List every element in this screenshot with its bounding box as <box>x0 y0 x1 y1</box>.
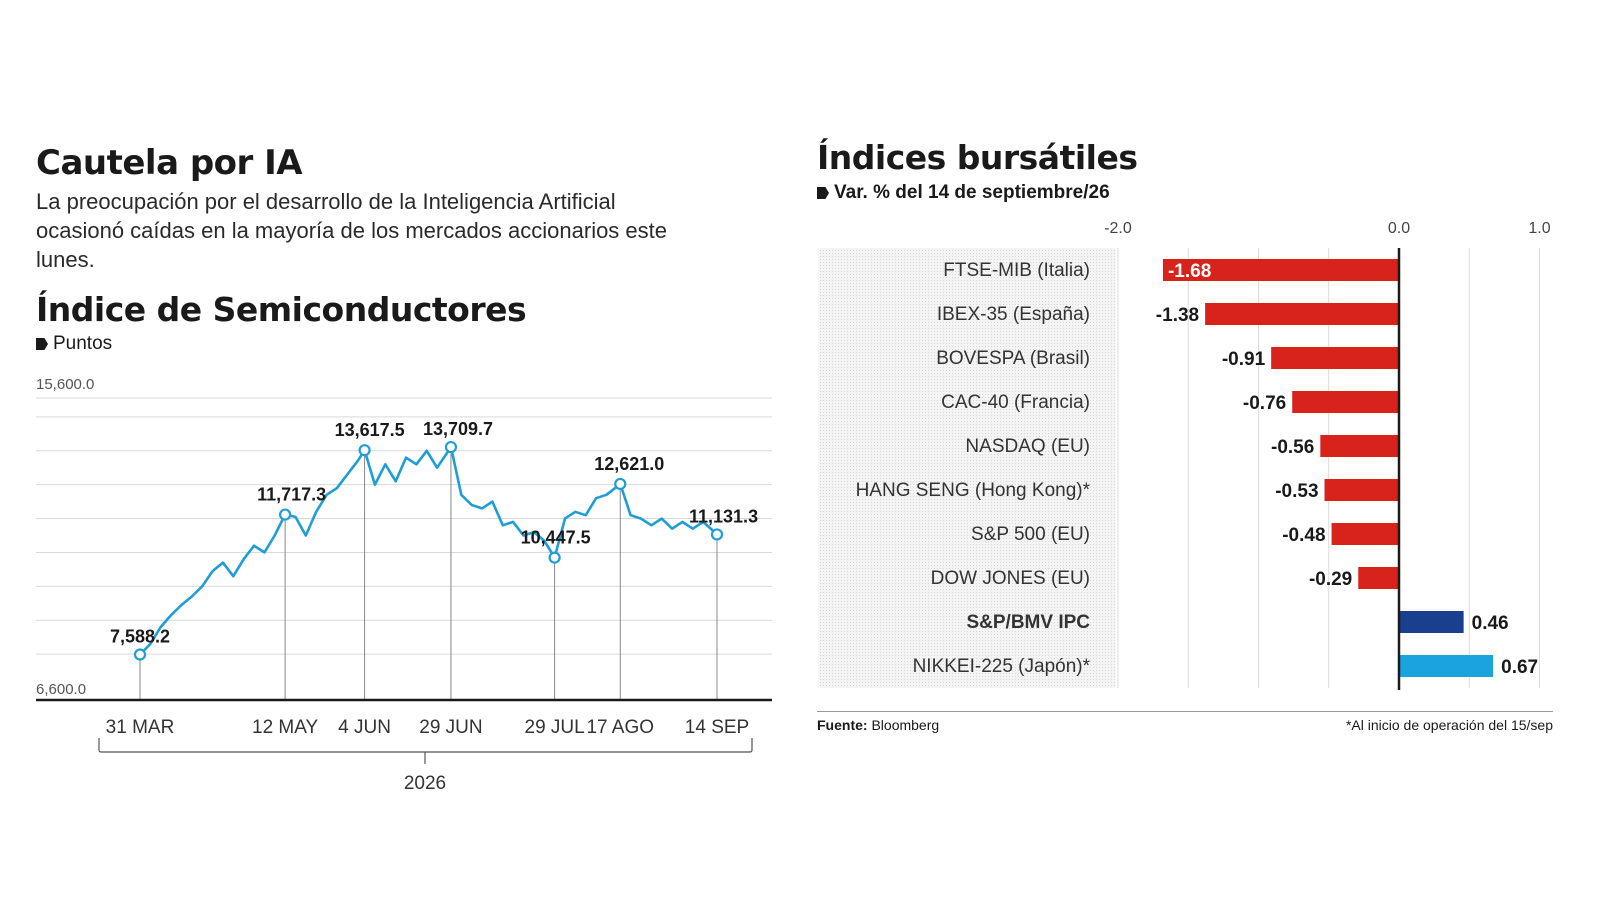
x-tick-label: 31 MAR <box>106 717 175 738</box>
bar <box>1271 347 1399 369</box>
category-label: DOW JONES (EU) <box>931 568 1090 589</box>
value-label: -0.29 <box>1309 569 1352 590</box>
point-marker <box>710 528 724 541</box>
bar <box>1331 523 1399 545</box>
point-marker <box>614 477 627 491</box>
y-tick-label: 15,600.0 <box>36 376 94 393</box>
category-label: S&P/BMV IPC <box>966 612 1090 633</box>
value-label: -1.38 <box>1156 305 1199 326</box>
data-label: 13,617.5 <box>335 420 405 440</box>
x-tick-label: 12 MAY <box>252 717 319 738</box>
tag-icon <box>817 187 829 199</box>
point-marker <box>358 444 371 457</box>
bar-chart-subtitle-text: Var. % del 14 de septiembre/26 <box>834 182 1110 203</box>
footer-divider <box>817 711 1553 712</box>
value-label: -0.91 <box>1222 349 1266 370</box>
x-tick-label: 29 JUL <box>525 717 585 738</box>
bar <box>1162 259 1399 281</box>
bar-chart-categories: FTSE-MIB (Italia) IBEX-35 (España) BOVESPA… <box>856 260 1091 677</box>
year-bracket <box>98 738 753 753</box>
bar-chart: FTSE-MIB (Italia) IBEX-35 (España) BOVESPA… <box>818 220 1551 690</box>
lead-text: La preocupación por el desarrollo de la … <box>36 189 668 272</box>
line-chart: 15,600.06,600.0 7,588.211,717.313,617.5 1… <box>36 376 772 794</box>
data-label: 12,621.0 <box>594 454 664 474</box>
x-tick-label: 0.0 <box>1388 220 1410 237</box>
category-label: HANG SENG (Hong Kong)* <box>856 480 1091 501</box>
line-chart-drop-lines <box>139 447 718 700</box>
value-label: -1.68 <box>1168 261 1211 282</box>
line-chart-subtitle-text: Puntos <box>53 333 113 354</box>
value-label: 0.67 <box>1501 657 1538 678</box>
point-marker <box>548 551 561 564</box>
category-label: NIKKEI-225 (Japón)* <box>913 656 1091 677</box>
bar-chart-title: Índices bursátiles <box>817 138 1138 177</box>
line-chart-labels: 7,588.2 11,717.3 13,617.5 13,709.7 10,447.5 1… <box>110 419 758 646</box>
source-note: Fuente: Bloomberg <box>817 717 939 733</box>
category-label: CAC-40 (Francia) <box>941 392 1090 413</box>
label-panel-background <box>818 248 1116 688</box>
bar <box>1324 479 1399 501</box>
bar <box>1320 435 1399 457</box>
bar <box>1358 567 1399 589</box>
data-label: 10,447.5 <box>521 528 591 548</box>
main-title: Cautela por IA <box>36 143 303 183</box>
data-label: 13,709.7 <box>423 419 493 439</box>
footnote: *Al inicio de operación del 15/sep <box>1345 717 1553 733</box>
year-label: 2026 <box>404 773 446 794</box>
category-label: BOVESPA (Brasil) <box>936 348 1090 369</box>
data-label: 7,588.2 <box>110 627 170 647</box>
bar <box>1205 303 1399 325</box>
source-label: Fuente: <box>817 717 868 733</box>
line-chart-axis: 31 MAR 12 MAY 4 JUN 29 JUN 29 JUL 17 AGO 14 SE… <box>36 698 772 794</box>
x-tick-label: -2.0 <box>1104 220 1132 237</box>
y-tick-label: 6,600.0 <box>36 681 86 698</box>
bar-chart-subtitle: Var. % del 14 de septiembre/26 <box>817 182 1110 204</box>
value-label: 0.46 <box>1472 613 1509 634</box>
x-tick-label: 29 JUN <box>419 717 482 738</box>
line-chart-title: Índice de Semiconductores <box>36 290 527 329</box>
line-chart-grid: 15,600.0 6,600.0 <box>36 376 772 698</box>
bar-chart-values: -1.68 -1.38 -0.91 -0.76 -0.56 -0.53 -0.48 -0.29… <box>1156 261 1538 678</box>
data-label: 11,131.3 <box>689 506 758 526</box>
bar-chart-ticks: -2.0 0.0 1.0 <box>1104 220 1551 237</box>
bar-chart-bars <box>1162 248 1494 690</box>
value-label: -0.48 <box>1282 525 1325 546</box>
bar <box>1399 655 1494 677</box>
point-marker <box>444 440 458 454</box>
category-label: NASDAQ (EU) <box>965 436 1090 457</box>
line-chart-markers <box>133 440 724 661</box>
tag-icon <box>36 338 48 350</box>
bar <box>1399 611 1464 633</box>
point-marker <box>133 648 147 661</box>
value-label: -0.53 <box>1275 481 1318 502</box>
category-label: S&P 500 (EU) <box>971 524 1090 545</box>
line-chart-subtitle: Puntos <box>36 333 112 355</box>
x-tick-label: 14 SEP <box>685 717 749 738</box>
x-tick-label: 4 JUN <box>338 717 391 738</box>
data-label: 11,717.3 <box>257 485 326 505</box>
x-tick-label: 1.0 <box>1528 220 1550 237</box>
bar <box>1292 391 1399 413</box>
category-label: FTSE-MIB (Italia) <box>943 260 1090 281</box>
source-value: Bloomberg <box>871 717 940 733</box>
value-label: -0.76 <box>1243 393 1286 414</box>
x-tick-label: 17 AGO <box>586 717 654 738</box>
point-marker <box>279 508 292 521</box>
series-line <box>139 445 718 656</box>
category-label: IBEX-35 (España) <box>937 304 1090 325</box>
value-label: -0.56 <box>1271 437 1314 458</box>
